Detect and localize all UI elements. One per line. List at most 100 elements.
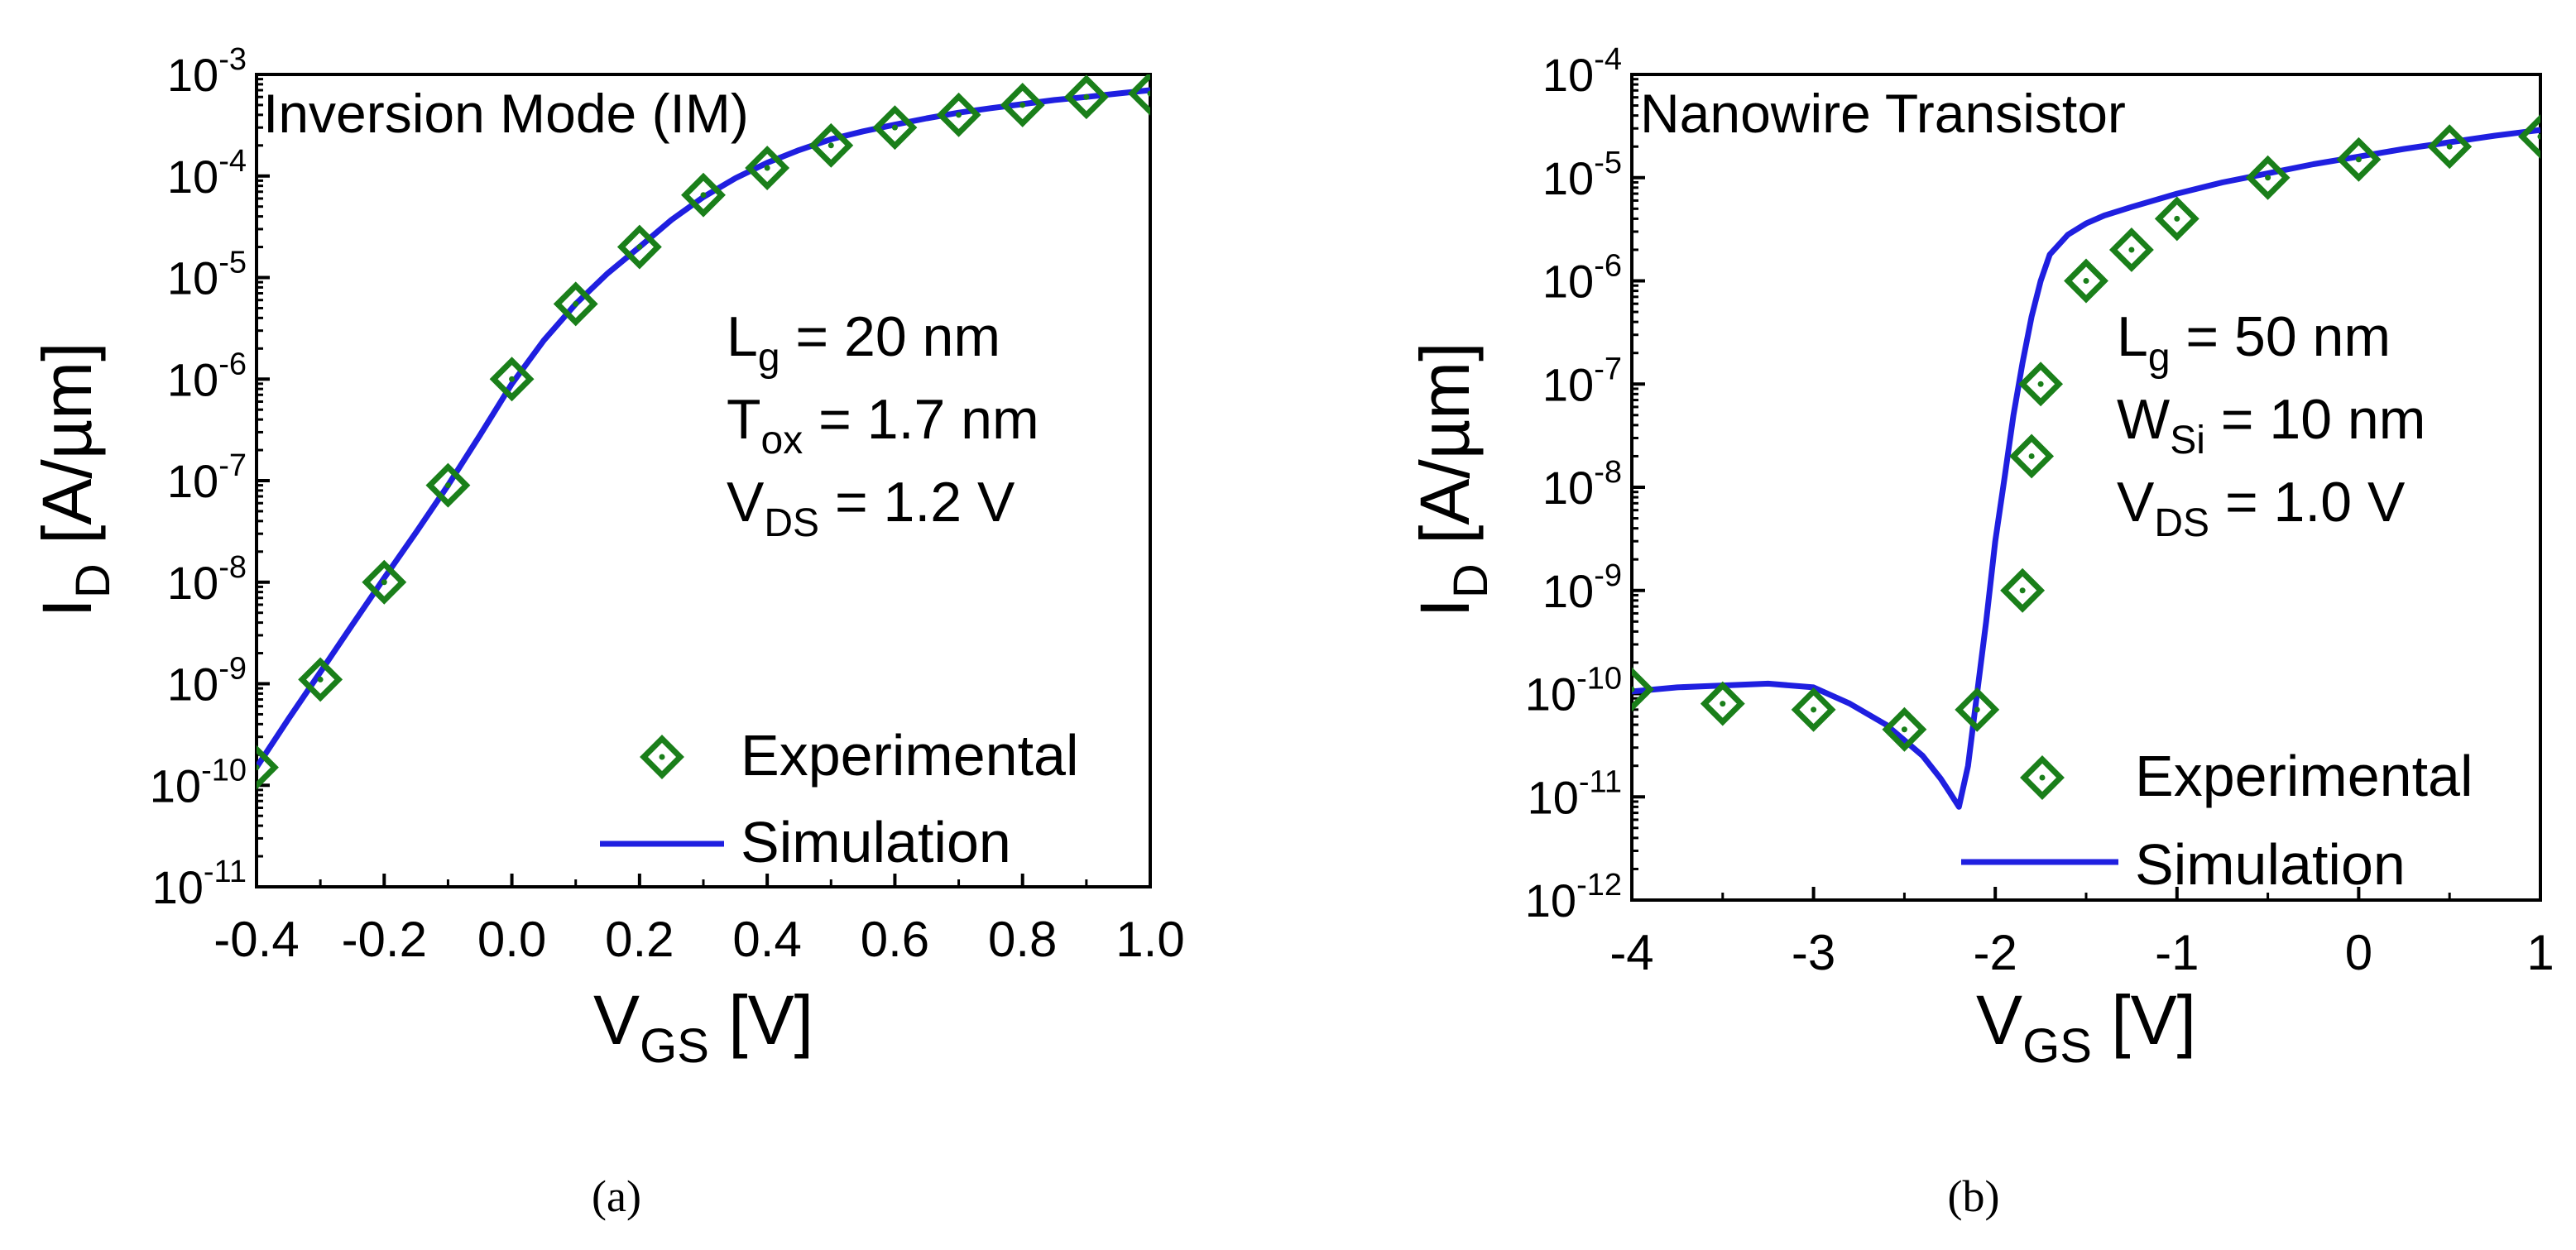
parameter-annotation: VDS = 1.2 V [727, 471, 1015, 545]
diamond-center-dot [2446, 143, 2453, 150]
diamond-outline [489, 357, 535, 402]
diamond-outline [1791, 687, 1836, 732]
y-tick-label: 10-4 [1542, 42, 1622, 101]
experimental-point [1128, 74, 1150, 116]
diamond-outline [1882, 706, 1927, 752]
y-tick-label: 10-3 [167, 42, 247, 101]
diamond-outline [2427, 124, 2473, 170]
diamond-center-dot [2039, 774, 2046, 781]
x-tick-label: 0.6 [861, 912, 929, 967]
y-tick-label: 10-8 [1542, 455, 1622, 514]
diamond-center-dot [2174, 215, 2180, 222]
diamond-center-dot [2083, 278, 2089, 284]
x-tick-label: -0.4 [213, 912, 299, 967]
panel-b: 10-410-510-610-710-810-910-1010-1110-12-… [1406, 42, 2554, 1073]
x-tick-label: 0.0 [477, 912, 546, 967]
diamond-outline [2009, 433, 2055, 479]
x-tick-label: 0.2 [605, 912, 674, 967]
diamond-outline [616, 224, 662, 270]
experimental-point [2336, 136, 2382, 182]
experimental-point [257, 745, 279, 790]
parameter-annotation: Lg = 20 nm [727, 305, 1000, 380]
experimental-point [2245, 155, 2291, 200]
diamond-outline [2245, 155, 2291, 200]
diamond-outline [1128, 74, 1150, 116]
legend-experimental-marker [2020, 755, 2065, 800]
legend: Experimental Simulation [600, 723, 1079, 874]
legend-simulation-label: Simulation [2135, 832, 2406, 897]
experimental-point [2154, 196, 2199, 242]
experimental-point [872, 105, 918, 151]
panel-a: 10-310-410-510-610-710-810-910-1010-11-0… [28, 42, 1185, 1073]
diamond-outline [362, 559, 407, 605]
plot-area [1632, 114, 2540, 810]
diamond-center-dot [1720, 701, 1726, 707]
x-tick-label: 0.4 [732, 912, 801, 967]
legend-experimental-label: Experimental [2135, 744, 2473, 808]
diamond-outline [553, 281, 598, 327]
y-tick-label: 10-6 [167, 347, 247, 405]
x-tick-label: 1.0 [1115, 912, 1184, 967]
y-tick-label: 10-5 [1542, 146, 1622, 204]
diamond-center-dot [509, 376, 516, 382]
diamond-center-dot [1901, 726, 1907, 733]
legend: Experimental Simulation [1961, 744, 2473, 897]
diamond-outline [1000, 83, 1045, 127]
experimental-point [2000, 568, 2046, 613]
legend-experimental-marker [640, 735, 684, 779]
y-tick-label: 10-6 [1542, 249, 1622, 308]
diamond-center-dot [1019, 102, 1026, 108]
legend-simulation-label: Simulation [741, 810, 1011, 874]
diamond-center-dot [257, 764, 260, 771]
diamond-center-dot [444, 482, 451, 489]
diamond-center-dot [2537, 133, 2540, 140]
x-tick-label: -0.2 [342, 912, 427, 967]
experimental-point [2108, 227, 2154, 272]
experimental-point [553, 281, 598, 327]
experimental-point [489, 357, 535, 402]
diamond-outline [2000, 568, 2046, 613]
diamond-center-dot [1974, 706, 1980, 713]
diamond-center-dot [1083, 93, 1090, 100]
diamond-center-dot [573, 300, 579, 307]
diamond-center-dot [2019, 587, 2026, 594]
diamond-outline [298, 657, 343, 702]
diamond-center-dot [956, 112, 962, 118]
diamond-center-dot [317, 676, 324, 682]
diamond-center-dot [1147, 90, 1150, 97]
parameter-annotation: WSi = 10 nm [2117, 388, 2425, 462]
diamond-outline [681, 172, 726, 218]
parameter-annotation: Lg = 50 nm [2117, 305, 2391, 380]
experimental-point [808, 122, 854, 168]
diamond-outline [257, 745, 279, 790]
diamond-outline [2518, 114, 2540, 160]
x-axis-label: VGS [V] [1976, 981, 2196, 1073]
diamond-outline [2020, 755, 2065, 800]
diamond-center-dot [764, 165, 770, 171]
x-tick-label: 1 [2526, 925, 2554, 980]
experimental-point [616, 224, 662, 270]
chart-title: Nanowire Transistor [1640, 83, 2126, 144]
y-tick-label: 10-11 [152, 855, 247, 913]
diamond-outline [2336, 136, 2382, 182]
y-tick-label: 10-12 [1525, 868, 1622, 927]
diamond-outline [2108, 227, 2154, 272]
y-tick-label: 10-7 [167, 448, 247, 507]
diamond-center-dot [1632, 686, 1635, 692]
experimental-point [2064, 258, 2108, 304]
y-tick-label: 10-7 [1542, 352, 1622, 410]
experimental-point [2009, 433, 2055, 479]
experimental-point [2018, 362, 2064, 407]
diamond-outline [808, 122, 854, 168]
experimental-point [681, 172, 726, 218]
diamond-outline [2154, 196, 2199, 242]
diamond-outline [1632, 667, 1654, 712]
x-tick-label: 0 [2345, 925, 2372, 980]
diamond-center-dot [659, 754, 665, 760]
y-axis-label: ID [A/µm] [1406, 342, 1498, 618]
experimental-point [1000, 83, 1045, 127]
diamond-center-dot [2355, 156, 2362, 163]
parameter-annotation: Tox = 1.7 nm [727, 388, 1039, 462]
parameter-annotation: VDS = 1.0 V [2117, 471, 2406, 545]
diamond-center-dot [636, 244, 643, 251]
